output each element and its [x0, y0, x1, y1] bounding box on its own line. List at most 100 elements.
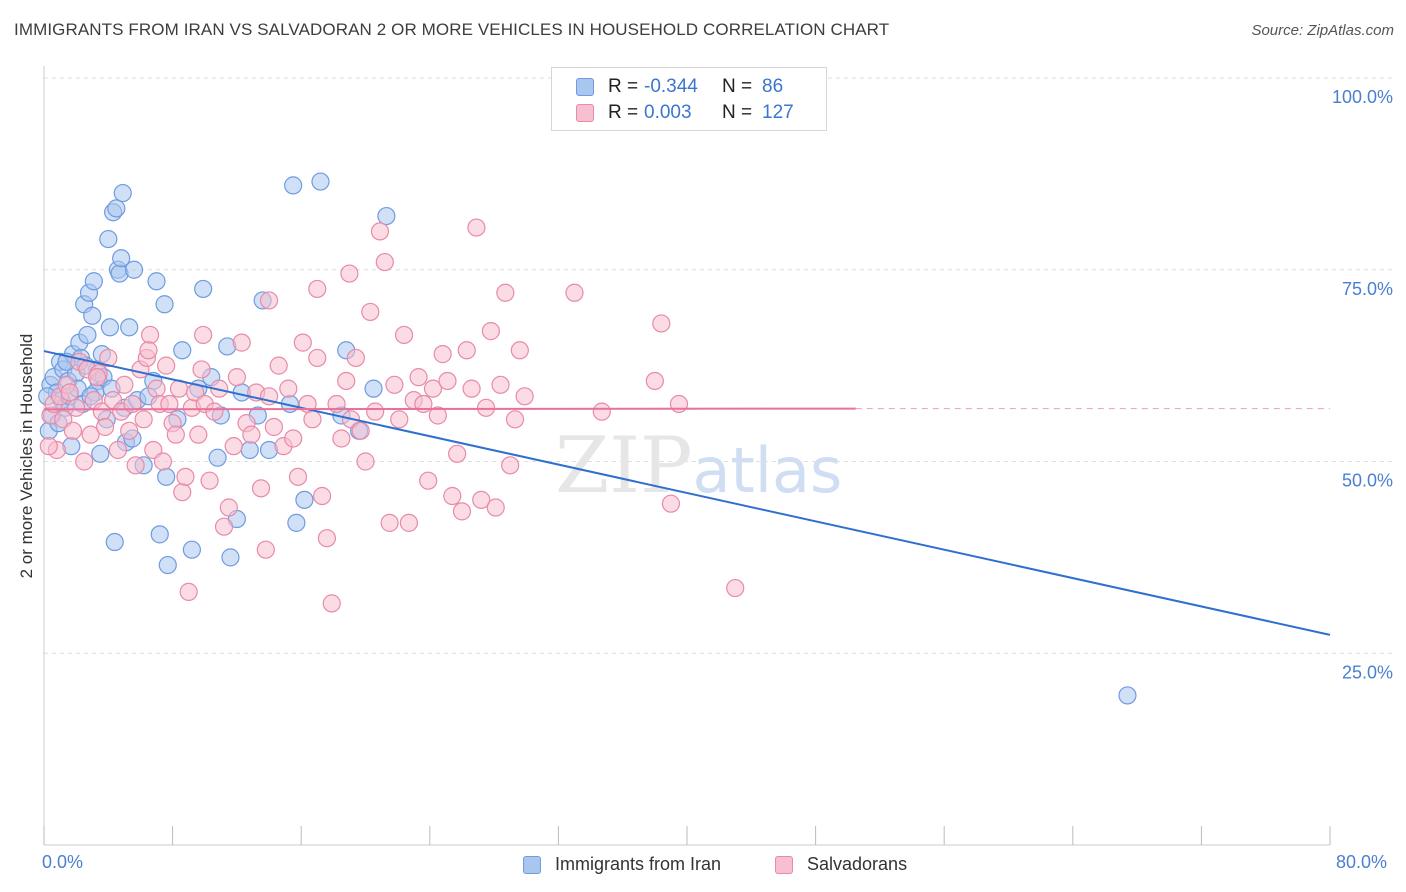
- salvadoran-point: [501, 456, 520, 475]
- y-tick-label: 100.0%: [1332, 87, 1393, 107]
- iran-point: [112, 249, 131, 268]
- salvadoran-point: [726, 578, 745, 598]
- salvadoran-point: [346, 348, 365, 368]
- salvadoran-point: [515, 387, 534, 406]
- iran-point: [78, 325, 97, 345]
- salvadoran-point: [337, 371, 356, 391]
- salvadoran-point: [75, 452, 94, 471]
- salvadoran-trend-line: [43, 407, 856, 411]
- salvadoran-point: [192, 360, 211, 379]
- salvadoran-point: [317, 529, 337, 548]
- salvadoran-point: [481, 322, 500, 341]
- salvadoran-point: [505, 410, 525, 429]
- iran-point: [99, 229, 118, 249]
- iran-point: [100, 318, 120, 337]
- salvadoran-point: [510, 341, 529, 360]
- salvadoran-point: [375, 252, 394, 272]
- series-legend: Immigrants from Iran Salvadorans: [0, 852, 1406, 878]
- legend-item-salvadorans[interactable]: Salvadorans: [775, 854, 907, 875]
- salvadoran-point: [288, 467, 308, 486]
- iran-point: [147, 272, 166, 291]
- salvadoran-point: [351, 421, 370, 440]
- salvadoran-point: [95, 417, 115, 437]
- y-tick-label: 75.0%: [1342, 279, 1393, 299]
- y-tick-label: 25.0%: [1342, 662, 1393, 682]
- salvadoran-point: [409, 368, 428, 387]
- salvadoran-point: [194, 325, 213, 345]
- salvadoran-point: [467, 218, 486, 237]
- iran-point: [221, 548, 240, 567]
- salvadoran-point: [242, 425, 261, 444]
- x-tick-label-min: 0.0%: [42, 852, 84, 872]
- n-value: 127: [762, 102, 794, 123]
- salvadoran-point: [108, 440, 128, 460]
- salvadoran-point: [256, 540, 275, 559]
- salvadoran-point: [179, 582, 198, 601]
- iran-point: [83, 306, 102, 325]
- salvadoran-point: [81, 425, 100, 444]
- y-tick-labels: 25.0% 50.0% 75.0% 100.0%: [1332, 87, 1393, 682]
- n-label: N =: [722, 76, 753, 97]
- salvadoran-point: [419, 471, 438, 490]
- stats-row-iran: R = -0.344 N = 86: [576, 75, 783, 99]
- salvadoran-point: [259, 291, 279, 310]
- salvadoran-point: [462, 379, 481, 398]
- salvadoran-point: [87, 368, 107, 387]
- salvadorans-swatch: [576, 104, 594, 122]
- watermark: ZIPatlas: [555, 421, 842, 511]
- salvadoran-point: [428, 406, 447, 425]
- x-tick-label-max: 80.0%: [1336, 852, 1388, 872]
- iran-point: [105, 532, 124, 552]
- salvadoran-point: [63, 421, 83, 440]
- salvadoran-point: [134, 410, 153, 429]
- salvadoran-point: [99, 348, 118, 368]
- salvadoran-point: [457, 341, 476, 360]
- r-value: -0.344: [644, 76, 698, 97]
- salvadoran-point: [308, 279, 327, 299]
- salvadoran-point: [264, 417, 283, 437]
- iran-point: [84, 272, 103, 291]
- salvadoran-point: [476, 398, 496, 417]
- salvadoran-point: [205, 402, 224, 421]
- salvadoran-point: [385, 375, 404, 394]
- salvadoran-point: [120, 421, 139, 440]
- iran-point: [124, 260, 144, 279]
- r-value: 0.003: [644, 102, 692, 123]
- salvadoran-point: [361, 302, 380, 322]
- salvadoran-point: [332, 429, 351, 448]
- salvadoran-point: [433, 345, 452, 364]
- salvadoran-point: [279, 379, 298, 398]
- salvadoran-point: [153, 452, 173, 471]
- salvadoran-point: [394, 325, 414, 345]
- watermark-atlas: atlas: [693, 434, 843, 507]
- r-label: R =: [608, 102, 639, 123]
- salvadoran-point: [661, 494, 681, 513]
- iran-point: [182, 540, 201, 559]
- n-value: 86: [762, 76, 784, 97]
- iran-point: [240, 440, 259, 460]
- salvadoran-point: [284, 429, 303, 448]
- salvadoran-point: [166, 425, 185, 444]
- iran-point: [91, 444, 110, 463]
- salvadoran-point: [60, 383, 79, 402]
- iran-point: [173, 341, 192, 360]
- salvadoran-point: [157, 356, 176, 375]
- salvadoran-point: [219, 498, 238, 517]
- salvadoran-point: [380, 513, 399, 532]
- salvadorans-swatch: [775, 855, 793, 874]
- iran-trend-line: [43, 350, 1331, 636]
- salvadoran-point: [126, 456, 145, 475]
- salvadoran-point: [390, 410, 409, 429]
- salvadoran-point: [322, 594, 341, 613]
- iran-point: [284, 176, 303, 195]
- salvadoran-point: [312, 486, 332, 506]
- salvadoran-point: [565, 283, 584, 302]
- y-axis-label: 2 or more Vehicles in Household: [17, 333, 36, 579]
- legend-item-iran[interactable]: Immigrants from Iran: [523, 854, 721, 875]
- salvadoran-point: [669, 394, 689, 414]
- salvadoran-point: [147, 379, 166, 398]
- salvadoran-point: [452, 502, 472, 521]
- iran-point: [311, 172, 330, 191]
- salvadoran-point: [340, 264, 359, 283]
- iran-point: [157, 467, 176, 486]
